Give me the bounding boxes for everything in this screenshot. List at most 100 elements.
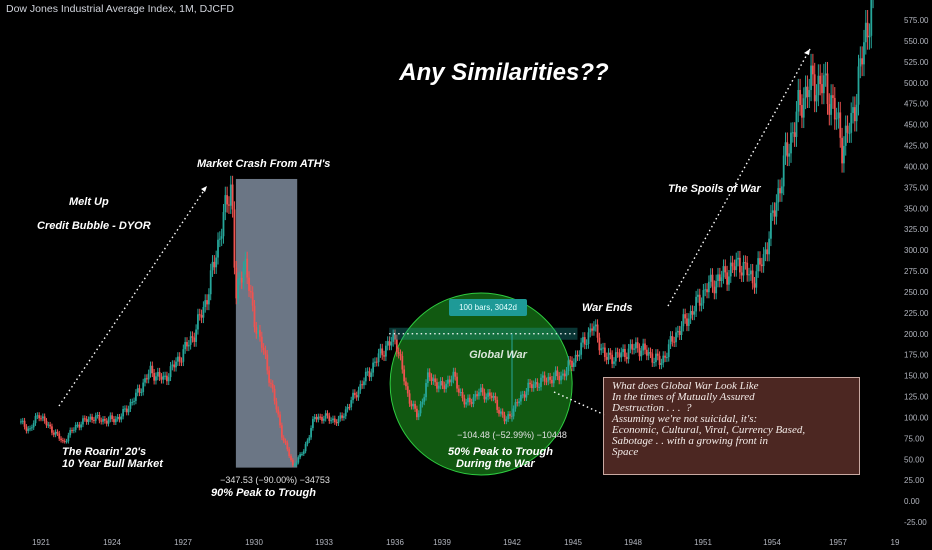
candle-body xyxy=(262,347,265,351)
candle-body xyxy=(49,424,52,427)
candle-body xyxy=(271,383,274,389)
candle-body xyxy=(293,464,296,466)
candle-body xyxy=(536,382,539,388)
candle-body xyxy=(560,375,562,381)
candle-body xyxy=(485,396,488,400)
candle-body xyxy=(695,296,697,312)
candle-body xyxy=(864,22,867,43)
candle-body xyxy=(852,107,854,113)
y-tick-label: 425.00 xyxy=(904,142,929,151)
candle-body xyxy=(609,352,612,355)
candle-body xyxy=(169,366,172,378)
candle-body xyxy=(175,361,177,368)
candle-body xyxy=(461,391,464,399)
ten-year-bull-annotation: 10 Year Bull Market xyxy=(62,458,164,470)
candle-body xyxy=(494,395,497,400)
global-war-circle[interactable] xyxy=(389,292,573,476)
candle-body xyxy=(532,384,535,389)
candle-body xyxy=(857,66,860,105)
candle-body xyxy=(352,392,354,401)
spoils-arrow-head xyxy=(804,49,810,55)
info-line-7: Sabotage . . with a growing front in xyxy=(612,435,768,447)
candle-body xyxy=(377,353,380,363)
global-war-info-box[interactable]: What does Global War Look Like In the ti… xyxy=(603,377,860,475)
candle-body xyxy=(235,267,238,299)
y-tick-label: 250.00 xyxy=(904,288,929,297)
candle-body xyxy=(297,457,300,463)
candle-body xyxy=(434,378,437,383)
candle-body xyxy=(468,397,471,403)
candle-body xyxy=(687,318,690,326)
candle-body xyxy=(671,336,674,342)
candle-body xyxy=(697,294,699,297)
candle-body xyxy=(178,356,181,362)
crash-band-layer xyxy=(235,178,298,468)
candle-body xyxy=(733,266,736,271)
candle-body xyxy=(432,378,435,382)
candle-body xyxy=(479,387,482,393)
candle-body xyxy=(580,342,583,355)
candle-body xyxy=(647,352,650,356)
candle-body xyxy=(636,342,639,348)
candle-body xyxy=(629,344,632,349)
candle-body xyxy=(257,330,260,334)
candle-body xyxy=(662,355,665,364)
candle-body xyxy=(445,383,448,389)
candle-body xyxy=(348,407,351,409)
candle-body xyxy=(653,362,656,364)
candle-body xyxy=(153,373,156,381)
candle-body xyxy=(499,411,502,414)
candle-body xyxy=(826,73,829,105)
candle-body xyxy=(52,432,55,435)
candle-body xyxy=(501,411,504,415)
candle-body xyxy=(346,407,349,410)
x-axis[interactable]: 1921 1924 1927 1930 1933 1936 1939 1942 1945 1948… xyxy=(32,538,900,547)
candle-body xyxy=(724,266,727,273)
candle-body xyxy=(45,420,48,426)
candle-body xyxy=(797,89,800,112)
roarin-20s-annotation: The Roarin' 20's xyxy=(62,446,146,458)
candle-body xyxy=(280,425,283,438)
candle-body xyxy=(180,361,183,363)
candle-body xyxy=(855,104,858,122)
candle-body xyxy=(585,344,588,346)
candle-body xyxy=(509,414,511,416)
y-axis[interactable]: 575.00 550.00 525.00 500.00 475.00 450.00 425.… xyxy=(904,16,929,527)
candle-body xyxy=(571,360,573,367)
candle-body xyxy=(332,418,334,421)
candle-body xyxy=(811,65,814,75)
candle-body xyxy=(777,188,780,203)
candle-body xyxy=(229,184,232,206)
candle-body xyxy=(277,409,280,415)
y-tick-label: 150.00 xyxy=(904,372,929,381)
candle-body xyxy=(558,376,561,381)
candle-body xyxy=(596,324,599,338)
candle-body xyxy=(374,361,376,363)
candle-body xyxy=(56,431,59,434)
melt-up-arrow-head xyxy=(201,186,207,192)
candle-body xyxy=(833,97,836,120)
candle-body xyxy=(607,352,610,360)
crash-shaded-band[interactable] xyxy=(235,178,298,468)
info-line-5: Assuming we're not suicidal, it's: xyxy=(612,413,758,425)
candle-body xyxy=(520,394,522,402)
candle-body xyxy=(843,145,845,164)
candle-body xyxy=(122,408,125,417)
candle-body xyxy=(408,393,411,404)
y-tick-label: -25.00 xyxy=(904,518,927,527)
melt-up-trend-line[interactable] xyxy=(58,185,208,407)
crash-measure-label: −347.53 (−90.00%) −34753 xyxy=(220,475,330,485)
candle-body xyxy=(253,305,256,328)
candle-body xyxy=(366,371,369,373)
candle-body xyxy=(644,343,646,350)
x-tick-label: 1954 xyxy=(763,538,781,547)
candle-body xyxy=(167,377,170,382)
candle-body xyxy=(693,311,696,315)
candle-body xyxy=(664,355,666,358)
candle-body xyxy=(160,377,163,380)
candle-body xyxy=(313,416,316,419)
chart-symbol-header[interactable]: Dow Jones Industrial Average Index, 1M, … xyxy=(6,3,234,15)
candle-body xyxy=(384,345,387,357)
x-tick-label: 1924 xyxy=(103,538,121,547)
